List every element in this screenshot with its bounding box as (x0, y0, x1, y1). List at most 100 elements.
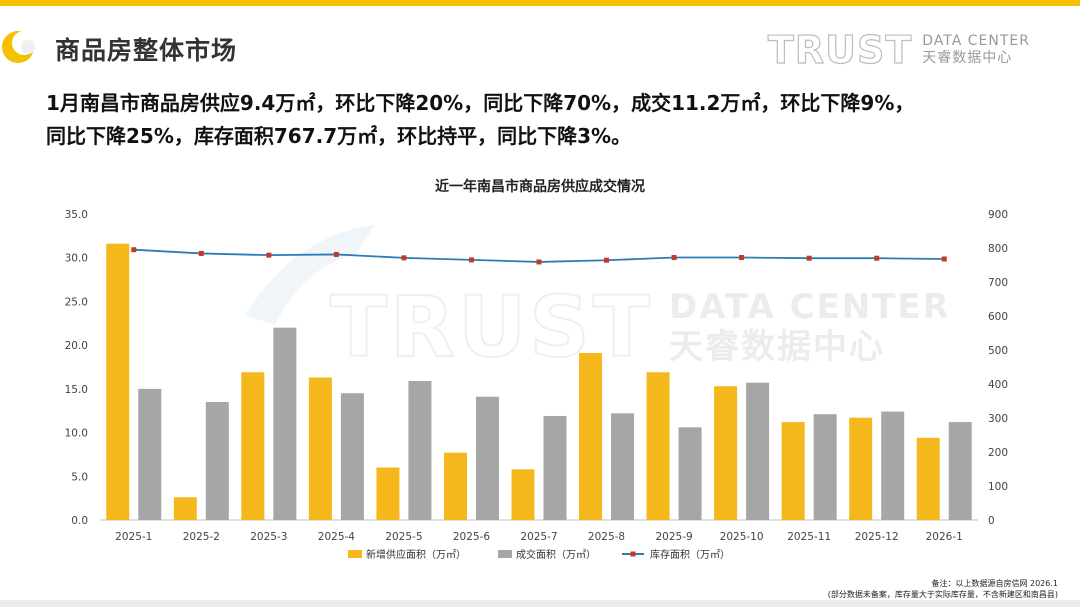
deal-bar (746, 382, 770, 520)
bottom-strip (0, 600, 1080, 607)
deal-bar (475, 396, 499, 520)
brand-sub: DATA CENTER 天睿数据中心 (922, 33, 1030, 67)
left-axis-tick-label: 0.0 (71, 515, 88, 527)
x-axis-tick-label: 2025-12 (855, 531, 899, 543)
supply-bar (376, 467, 400, 520)
left-axis-tick-label: 30.0 (65, 253, 88, 265)
x-axis-tick-label: 2025-8 (588, 531, 625, 543)
section-title: 商品房整体市场 (55, 36, 238, 65)
legend-swatch-inventory-marker (630, 551, 636, 557)
left-axis-tick-label: 15.0 (65, 384, 88, 396)
legend-label-inventory: 库存面积（万㎡） (650, 548, 730, 561)
summary-line-1: 1月南昌市商品房供应9.4万㎡，环比下降20%，同比下降70%，成交11.2万㎡… (46, 91, 915, 115)
legend-label-deal: 成交面积（万㎡） (516, 548, 596, 561)
supply-bar (106, 243, 130, 520)
brand-main-text: TRUST (767, 27, 913, 72)
inventory-point (401, 255, 407, 261)
inventory-point (131, 247, 137, 253)
x-axis-tick-label: 2025-11 (787, 531, 831, 543)
x-axis-tick-label: 2025-2 (183, 531, 220, 543)
deal-bar (881, 411, 905, 520)
deal-bar (948, 422, 972, 520)
watermark-sub: DATA CENTER 天睿数据中心 (669, 287, 951, 367)
right-y-axis: 0 100 200 300 400 500 600 700 800 900 (988, 209, 1008, 527)
left-y-axis: 0.0 5.0 10.0 15.0 20.0 25.0 30.0 35.0 (65, 209, 88, 527)
supply-bar (443, 452, 467, 520)
legend: 新增供应面积（万㎡） 成交面积（万㎡） 库存面积（万㎡） (348, 548, 730, 561)
supply-bar (173, 497, 197, 520)
supply-bar (511, 469, 535, 520)
legend-label-supply: 新增供应面积（万㎡） (366, 548, 466, 561)
inventory-point (604, 257, 610, 263)
right-axis-tick-label: 500 (988, 345, 1008, 357)
left-axis-tick-label: 35.0 (65, 209, 88, 221)
inventory-point (333, 251, 339, 257)
right-axis-tick-label: 0 (988, 515, 995, 527)
supply-bar (916, 437, 940, 520)
x-axis-tick-label: 2025-7 (520, 531, 557, 543)
inventory-point (536, 259, 542, 265)
x-axis-tick-label: 2025-1 (115, 531, 152, 543)
x-axis-tick-label: 2026-1 (926, 531, 963, 543)
right-axis-tick-label: 900 (988, 209, 1008, 221)
left-axis-tick-label: 25.0 (65, 296, 88, 308)
inventory-point (468, 257, 474, 263)
logo-mark-icon (2, 31, 36, 63)
deal-bar (543, 415, 567, 520)
brand-sub-en: DATA CENTER (922, 33, 1030, 49)
right-axis-tick-label: 800 (988, 243, 1008, 255)
inventory-point (739, 255, 745, 261)
inventory-point (671, 255, 677, 261)
watermark-sub-cn: 天睿数据中心 (669, 327, 885, 367)
right-axis-tick-label: 600 (988, 311, 1008, 323)
brand-sub-cn: 天睿数据中心 (922, 50, 1013, 66)
right-axis-tick-label: 300 (988, 413, 1008, 425)
x-axis-tick-label: 2025-4 (318, 531, 356, 543)
bars-layer (106, 243, 972, 520)
deal-bar (813, 414, 837, 520)
supply-bar (781, 422, 805, 520)
deal-bar (678, 427, 702, 520)
summary-text: 1月南昌市商品房供应9.4万㎡，环比下降20%，同比下降70%，成交11.2万㎡… (46, 87, 1046, 153)
watermark-sub-en: DATA CENTER (669, 287, 951, 327)
x-axis-tick-label: 2025-3 (250, 531, 287, 543)
left-axis-tick-label: 10.0 (65, 428, 88, 440)
footnote-line-2: (部分数据未备案，库存量大于实际库存量，不含新建区和南昌县) (827, 590, 1058, 599)
supply-bar (579, 353, 603, 520)
deal-bar (205, 401, 229, 520)
footnote: 备注：以上数据源自房信网 2026.1 (部分数据未备案，库存量大于实际库存量，… (828, 578, 1058, 600)
footnote-line-1: 备注：以上数据源自房信网 2026.1 (931, 579, 1058, 588)
deal-bar (408, 380, 432, 520)
watermark-swoosh-icon (245, 225, 375, 325)
top-accent-strip (0, 0, 1080, 6)
x-axis-tick-label: 2025-9 (655, 531, 692, 543)
right-axis-tick-label: 200 (988, 447, 1008, 459)
deal-bar (138, 388, 162, 520)
inventory-point (806, 255, 812, 261)
deal-bar (273, 327, 297, 520)
supply-bar (714, 386, 738, 520)
right-axis-tick-label: 400 (988, 379, 1008, 391)
inventory-point (941, 256, 947, 262)
legend-swatch-deal (498, 550, 512, 558)
inventory-point (198, 250, 204, 256)
legend-swatch-supply (348, 550, 362, 558)
supply-bar (241, 372, 265, 520)
inventory-point (266, 252, 272, 258)
x-axis-tick-label: 2025-5 (385, 531, 422, 543)
supply-bar (646, 372, 670, 520)
x-axis: 2025-1 2025-2 2025-3 2025-4 2025-5 2025-6 2025… (100, 519, 978, 543)
deal-bar (340, 393, 364, 520)
right-axis-tick-label: 100 (988, 481, 1008, 493)
chart-title: 近一年南昌市商品房供应成交情况 (435, 178, 645, 195)
brand-logo: TRUST DATA CENTER 天睿数据中心 (767, 27, 1030, 72)
right-axis-tick-label: 700 (988, 277, 1008, 289)
summary-line-2: 同比下降25%，库存面积767.7万㎡，环比持平，同比下降3%。 (46, 124, 632, 148)
inventory-line-layer (131, 247, 947, 265)
inventory-point (874, 255, 880, 261)
x-axis-tick-label: 2025-10 (720, 531, 764, 543)
x-axis-tick-label: 2025-6 (453, 531, 491, 543)
left-axis-tick-label: 20.0 (65, 340, 88, 352)
left-axis-tick-label: 5.0 (71, 471, 88, 483)
